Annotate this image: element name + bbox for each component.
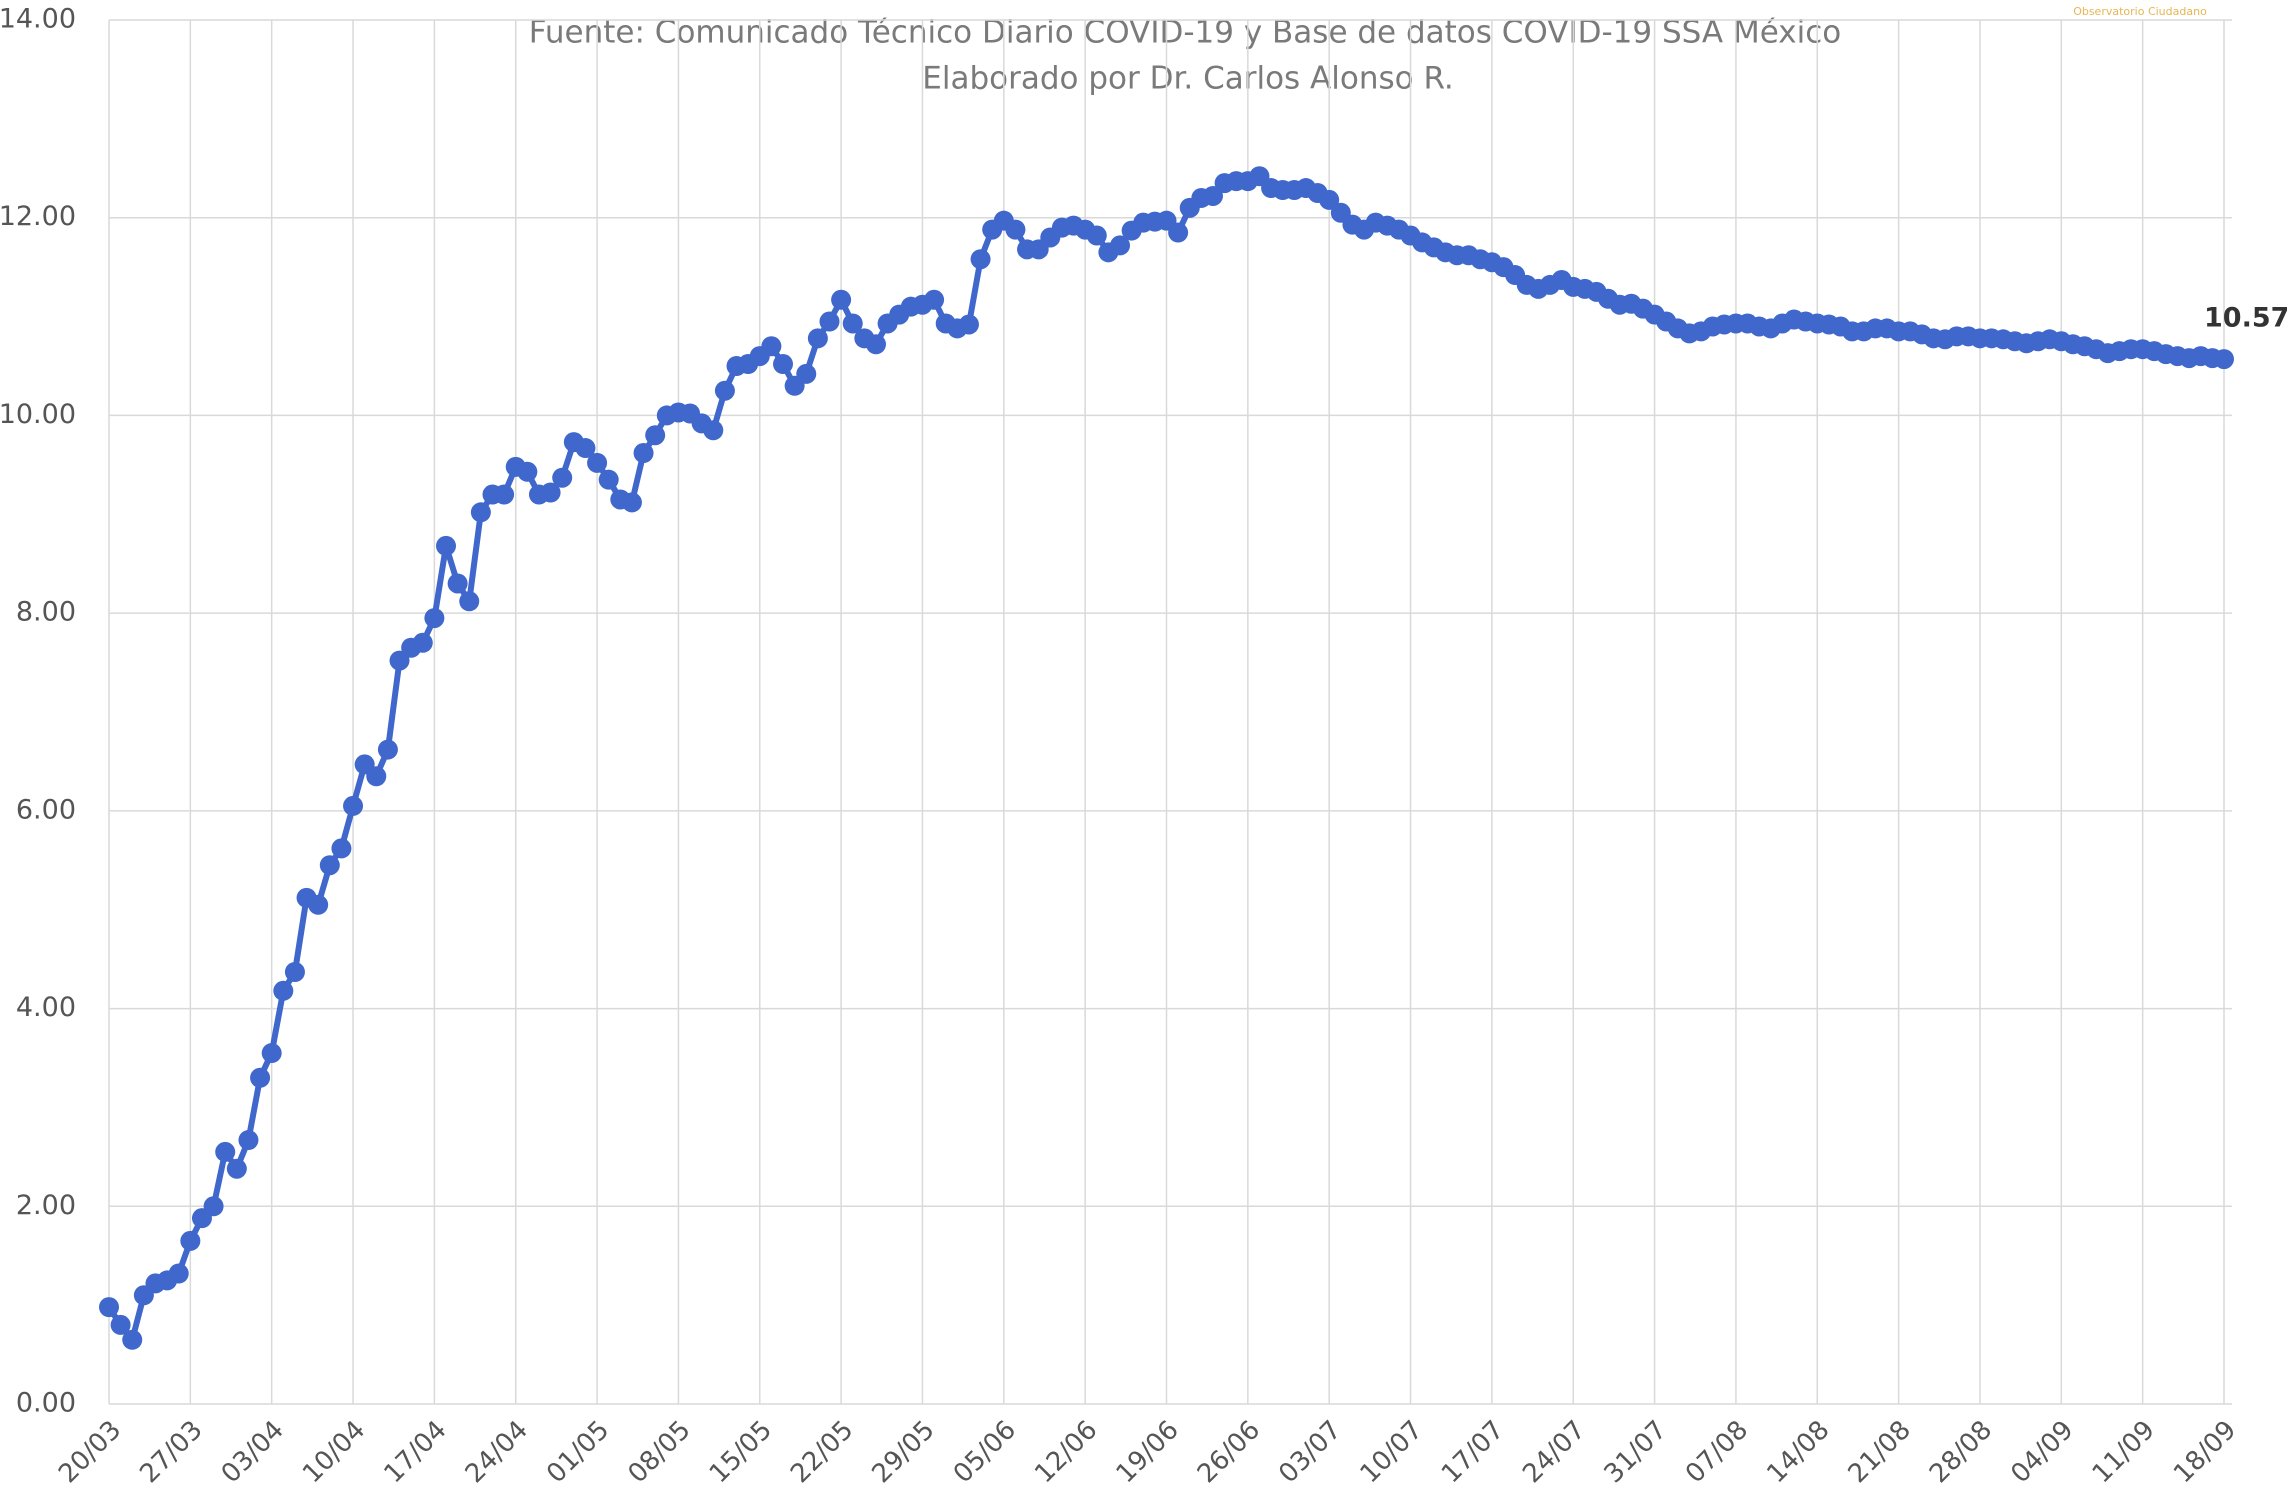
point <box>308 894 329 915</box>
point <box>587 452 608 473</box>
x-tick-label: 18/09 <box>2168 1415 2242 1489</box>
y-tick-label: 4.00 <box>16 992 76 1023</box>
x-tick-label: 01/05 <box>541 1415 615 1489</box>
x-tick-label: 21/08 <box>1843 1415 1917 1489</box>
point <box>331 838 352 859</box>
data-label: 10.57 <box>2204 303 2287 334</box>
y-tick-label: 12.00 <box>0 201 76 232</box>
x-tick-label: 19/06 <box>1111 1415 1185 1489</box>
x-tick-label: 07/08 <box>1680 1415 1754 1489</box>
x-tick-label: 15/05 <box>704 1415 778 1489</box>
point <box>2214 349 2234 370</box>
point <box>273 980 294 1001</box>
point <box>261 1043 282 1064</box>
point <box>1110 235 1131 256</box>
subtitle-line: Elaborado por Dr. Carlos Alonso R. <box>922 61 1453 97</box>
x-tick-label: 31/07 <box>1599 1415 1673 1489</box>
point <box>366 766 387 787</box>
y-tick-label: 0.00 <box>16 1388 76 1419</box>
point <box>796 363 817 384</box>
point <box>412 632 433 653</box>
y-tick-label: 2.00 <box>16 1190 76 1221</box>
point <box>1202 185 1223 206</box>
point <box>819 311 840 332</box>
x-tick-label: 20/03 <box>53 1415 127 1489</box>
point <box>924 289 945 310</box>
x-tick-label: 26/06 <box>1192 1415 1266 1489</box>
y-tick-label: 10.00 <box>0 399 76 430</box>
point <box>633 442 654 463</box>
x-tick-label: 24/07 <box>1517 1415 1591 1489</box>
x-tick-label: 28/08 <box>1924 1415 1998 1489</box>
x-tick-label: 05/06 <box>948 1415 1022 1489</box>
point <box>552 467 573 488</box>
x-tick-label: 22/05 <box>785 1415 859 1489</box>
point <box>436 535 457 556</box>
point <box>807 328 828 349</box>
point <box>226 1158 247 1179</box>
x-tick-label: 17/04 <box>378 1415 452 1489</box>
point <box>168 1263 189 1284</box>
y-tick-label: 8.00 <box>16 597 76 628</box>
point <box>122 1329 143 1350</box>
point <box>250 1067 271 1088</box>
point <box>238 1130 259 1151</box>
point <box>714 380 735 401</box>
x-tick-label: 03/07 <box>1273 1415 1347 1489</box>
x-tick-label: 27/03 <box>134 1415 208 1489</box>
point <box>470 502 491 523</box>
x-tick-label: 12/06 <box>1029 1415 1103 1489</box>
point <box>1005 219 1026 240</box>
point <box>110 1314 131 1335</box>
point <box>180 1230 201 1251</box>
point <box>284 961 305 982</box>
point <box>575 438 596 459</box>
point <box>215 1141 236 1162</box>
point <box>1086 225 1107 246</box>
x-tick-label: 08/05 <box>622 1415 696 1489</box>
point <box>377 739 398 760</box>
point <box>494 484 515 505</box>
x-tick-label: 17/07 <box>1436 1415 1510 1489</box>
point <box>459 591 480 612</box>
point <box>842 313 863 334</box>
x-tick-label: 11/09 <box>2087 1415 2161 1489</box>
x-tick-label: 29/05 <box>867 1415 941 1489</box>
x-tick-label: 24/04 <box>460 1415 534 1489</box>
point <box>621 492 642 513</box>
x-tick-label: 04/09 <box>2005 1415 2079 1489</box>
point <box>99 1297 119 1318</box>
point <box>1319 189 1340 210</box>
x-tick-label: 10/07 <box>1355 1415 1429 1489</box>
x-tick-label: 03/04 <box>216 1415 290 1489</box>
point <box>865 334 886 355</box>
point <box>389 650 410 671</box>
point <box>319 855 340 876</box>
point <box>761 336 782 357</box>
logo-text: Observatorio Ciudadano <box>2073 5 2207 18</box>
y-tick-label: 14.00 <box>0 4 76 35</box>
point <box>424 608 445 629</box>
point <box>447 573 468 594</box>
x-tick-label: 14/08 <box>1761 1415 1835 1489</box>
point <box>773 354 794 375</box>
y-tick-label: 6.00 <box>16 794 76 825</box>
point <box>203 1196 224 1217</box>
point <box>703 420 724 441</box>
point <box>970 249 991 270</box>
point <box>598 469 619 490</box>
point <box>1168 222 1189 243</box>
point <box>958 314 979 335</box>
x-tick-label: 10/04 <box>297 1415 371 1489</box>
point <box>831 289 852 310</box>
point <box>517 461 538 482</box>
point <box>343 795 364 816</box>
point <box>540 482 561 503</box>
point <box>645 425 666 446</box>
